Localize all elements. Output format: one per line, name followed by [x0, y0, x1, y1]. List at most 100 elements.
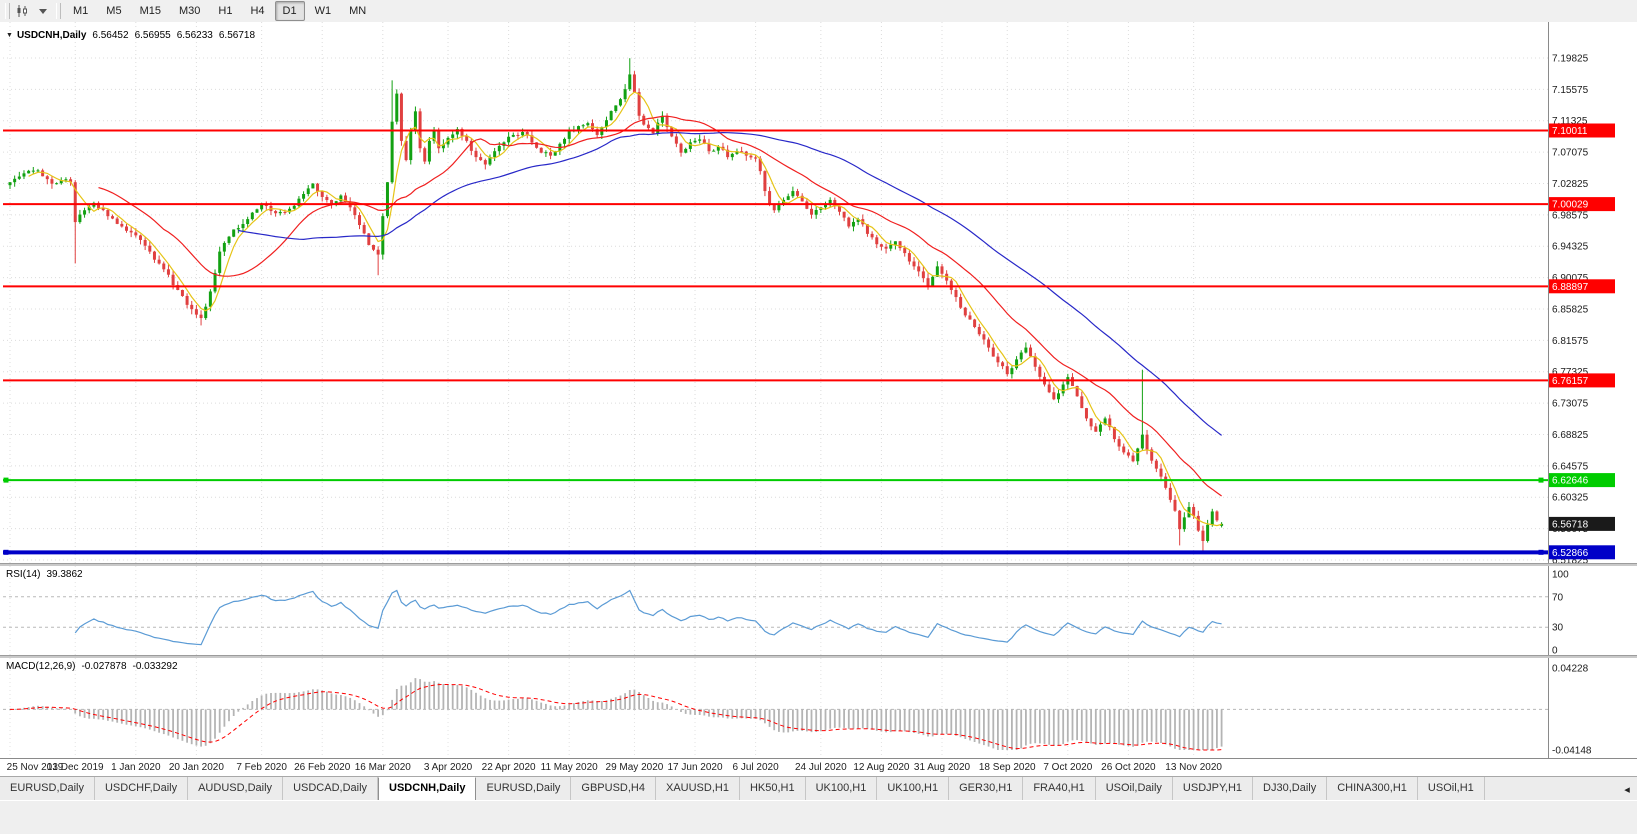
macd-axis: 0.04228 -0.04148: [1548, 658, 1592, 758]
timeframe-button-d1[interactable]: D1: [274, 1, 305, 21]
chart-title: ▼ USDCNH,Daily 6.56452 6.56955 6.56233 6.5671…: [6, 30, 255, 41]
chart-background: [0, 22, 1637, 564]
svg-text:6.98575: 6.98575: [1552, 210, 1589, 221]
tab-scroll-left-icon[interactable]: ◂: [1617, 777, 1637, 801]
timeframe-button-m15[interactable]: M15: [139, 5, 161, 17]
toolbar-grip[interactable]: [5, 3, 10, 19]
tab-usoil-h1[interactable]: USOil,H1: [1418, 777, 1485, 801]
svg-text:0: 0: [1552, 646, 1558, 657]
svg-text:6.62646: 6.62646: [1552, 476, 1589, 487]
tab-uk100-h1[interactable]: UK100,H1: [806, 777, 878, 801]
date-label: 16 Mar 2020: [354, 762, 411, 773]
ma-mid-red: [98, 115, 1222, 497]
tab-china300-h1[interactable]: CHINA300,H1: [1327, 777, 1418, 801]
tab-dj30-daily[interactable]: DJ30,Daily: [1253, 777, 1328, 801]
tab-usdjpy-h1[interactable]: USDJPY,H1: [1173, 777, 1254, 801]
macd-pane[interactable]: 0.04228 -0.04148: [0, 658, 1637, 758]
tab-gbpusd-h4[interactable]: GBPUSD,H4: [571, 777, 656, 801]
rsi-background: [0, 566, 1637, 656]
rsi-value: 39.3862: [46, 569, 83, 580]
line-handle[interactable]: [3, 477, 9, 483]
svg-text:6.88897: 6.88897: [1552, 282, 1589, 293]
top-toolbar: M1 M5 M15 M30 H1 H4 D1 W1 MN: [0, 0, 1637, 23]
rsi-axis: 100 70 30 0: [1548, 566, 1569, 657]
timeframe-button-h4[interactable]: H4: [250, 5, 265, 17]
tab-audusd-daily[interactable]: AUDUSD,Daily: [188, 777, 284, 801]
tab-uk100-h1[interactable]: UK100,H1: [877, 777, 950, 801]
svg-text:6.52866: 6.52866: [1552, 548, 1589, 559]
date-label: 6 Jul 2020: [732, 762, 779, 773]
svg-text:7.15575: 7.15575: [1552, 85, 1589, 96]
tab-usoil-daily[interactable]: USOil,Daily: [1096, 777, 1173, 801]
timeframe-button-m5[interactable]: M5: [106, 5, 122, 17]
ohlc-close: 6.56718: [218, 30, 256, 41]
date-label: 20 Jan 2020: [168, 762, 224, 773]
tab-eurusd-daily[interactable]: EURUSD,Daily: [0, 777, 95, 801]
macd-signal-line: [9, 684, 1222, 751]
toolbar-grip[interactable]: [56, 3, 61, 19]
candlestick-glyph: [17, 5, 27, 17]
chart-symbol-label: USDCNH,Daily: [16, 30, 87, 41]
macd-histogram: [13, 678, 1223, 750]
date-label: 22 Apr 2020: [481, 762, 536, 773]
date-label: 13 Dec 2019: [46, 762, 104, 773]
chart-window: 7.19825 7.15575 7.11325 7.07075 7.02825 6.985…: [0, 22, 1637, 777]
rsi-name: RSI(14): [6, 569, 41, 580]
main-price-chart[interactable]: 7.19825 7.15575 7.11325 7.07075 7.02825 6.985…: [0, 22, 1637, 564]
date-label: 12 Aug 2020: [853, 762, 910, 773]
date-label: 13 Nov 2020: [1165, 762, 1222, 773]
svg-text:30: 30: [1552, 623, 1564, 634]
line-handle[interactable]: [3, 549, 9, 555]
timeframe-button-mn[interactable]: MN: [349, 5, 367, 17]
timeframe-button-w1[interactable]: W1: [314, 5, 332, 17]
tab-hk50-h1[interactable]: HK50,H1: [740, 777, 806, 801]
tab-usdchf-daily[interactable]: USDCHF,Daily: [95, 777, 189, 801]
date-label: 29 May 2020: [605, 762, 664, 773]
date-label: 31 Aug 2020: [913, 762, 971, 773]
collapse-chart-icon[interactable]: ▼: [6, 32, 13, 39]
price-badge: 6.62646: [1549, 473, 1615, 488]
macd-name: MACD(12,26,9): [6, 661, 76, 672]
tab-usdcad-daily[interactable]: USDCAD,Daily: [283, 777, 379, 801]
svg-text:6.77325: 6.77325: [1552, 367, 1589, 378]
date-label: 17 Jun 2020: [667, 762, 723, 773]
tab-ger30-h1[interactable]: GER30,H1: [949, 777, 1024, 801]
rsi-pane[interactable]: 100 70 30 0: [0, 566, 1637, 656]
candlestick-chart-icon[interactable]: [13, 2, 33, 20]
svg-text:0.04228: 0.04228: [1552, 664, 1589, 675]
svg-text:6.85825: 6.85825: [1552, 305, 1589, 316]
macd-label: MACD(12,26,9) -0.027878 -0.033292: [6, 661, 184, 672]
date-label: 1 Jan 2020: [111, 762, 161, 773]
line-handle[interactable]: [1538, 549, 1544, 555]
pane-splitter[interactable]: [0, 564, 1637, 566]
svg-text:6.94325: 6.94325: [1552, 242, 1589, 253]
date-label: 7 Oct 2020: [1043, 762, 1093, 773]
tab-fra40-h1[interactable]: FRA40,H1: [1023, 777, 1096, 801]
price-axis[interactable]: 7.19825 7.15575 7.11325 7.07075 7.02825 6.985…: [1548, 22, 1589, 565]
date-label: 26 Oct 2020: [1101, 762, 1156, 773]
tab-xauusd-h1[interactable]: XAUUSD,H1: [656, 777, 740, 801]
date-axis[interactable]: 25 Nov 2019 13 Dec 2019 1 Jan 2020 20 Jan 2…: [0, 758, 1637, 777]
ma-slow-blue: [238, 131, 1222, 436]
svg-text:6.64575: 6.64575: [1552, 461, 1589, 472]
chart-tab-bar: EURUSD,Daily USDCHF,Daily AUDUSD,Daily USDC…: [0, 776, 1637, 801]
timeframe-button-h1[interactable]: H1: [218, 5, 233, 17]
timeframe-button-m1[interactable]: M1: [73, 5, 89, 17]
tab-usdcnh-daily[interactable]: USDCNH,Daily: [378, 777, 477, 801]
pane-splitter[interactable]: [0, 656, 1637, 658]
date-label: 24 Jul 2020: [794, 762, 847, 773]
svg-text:7.10011: 7.10011: [1552, 126, 1588, 137]
line-handle[interactable]: [1538, 477, 1544, 483]
price-badge: 7.00029: [1549, 197, 1615, 212]
timeframe-toolbar: M1 M5 M15 M30 H1 H4 D1 W1 MN: [64, 1, 375, 21]
price-badge: 6.76157: [1549, 373, 1615, 388]
svg-text:7.07075: 7.07075: [1552, 148, 1589, 159]
macd-signal-value: -0.033292: [132, 661, 178, 672]
rsi-line: [74, 589, 1222, 646]
dropdown-arrow-icon[interactable]: [33, 2, 53, 20]
svg-text:6.81575: 6.81575: [1552, 336, 1589, 347]
timeframe-button-m30[interactable]: M30: [178, 5, 201, 17]
svg-text:6.51825: 6.51825: [1552, 556, 1589, 565]
svg-text:6.60325: 6.60325: [1552, 493, 1589, 504]
tab-eurusd-daily[interactable]: EURUSD,Daily: [476, 777, 572, 801]
